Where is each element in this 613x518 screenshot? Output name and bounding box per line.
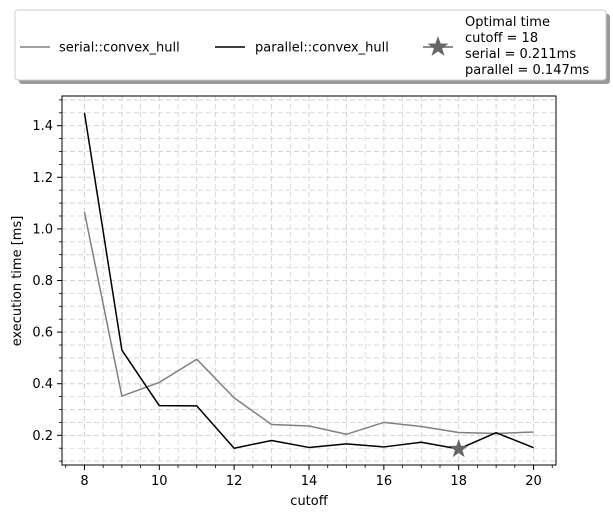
y-tick-label: 1.2	[32, 171, 53, 186]
x-tick-label: 16	[376, 474, 393, 489]
x-tick-label: 12	[226, 474, 243, 489]
y-axis-label: execution time [ms]	[10, 216, 25, 347]
legend-optimal-line-3: serial = 0.211ms	[465, 47, 576, 62]
x-axis-label: cutoff	[290, 494, 328, 509]
legend: serial::convex_hull parallel::convex_hul…	[14, 9, 610, 84]
y-tick-label: 0.8	[32, 274, 53, 289]
y-tick-label: 0.4	[32, 377, 53, 392]
grid	[62, 96, 556, 465]
y-tick-label: 0.2	[32, 429, 53, 444]
series-layer	[83, 112, 534, 458]
legend-frame	[14, 9, 607, 81]
y-tick-label: 1.4	[32, 119, 53, 134]
x-tick-label: 14	[301, 474, 318, 489]
x-tick-label: 10	[151, 474, 168, 489]
legend-optimal-line-4: parallel = 0.147ms	[465, 63, 589, 78]
legend-label-parallel: parallel::convex_hull	[255, 41, 389, 56]
legend-optimal-line-1: Optimal time	[465, 15, 550, 30]
optimal-star-marker	[449, 439, 469, 458]
legend-star-icon	[427, 36, 449, 56]
y-tick-label: 0.6	[32, 326, 53, 341]
x-tick-label: 8	[80, 474, 88, 489]
x-tick-label: 18	[450, 474, 467, 489]
x-tick-label: 20	[525, 474, 542, 489]
y-tick-label: 1.0	[32, 222, 53, 237]
legend-label-serial: serial::convex_hull	[59, 41, 180, 56]
legend-optimal-line-2: cutoff = 18	[465, 31, 538, 46]
series-line-serial	[83, 211, 534, 436]
axis-ticks: 8 10 12 14 16 18 20 0.2 0.4 0.6 0.8 1.0 1.2 1.4	[32, 99, 553, 489]
